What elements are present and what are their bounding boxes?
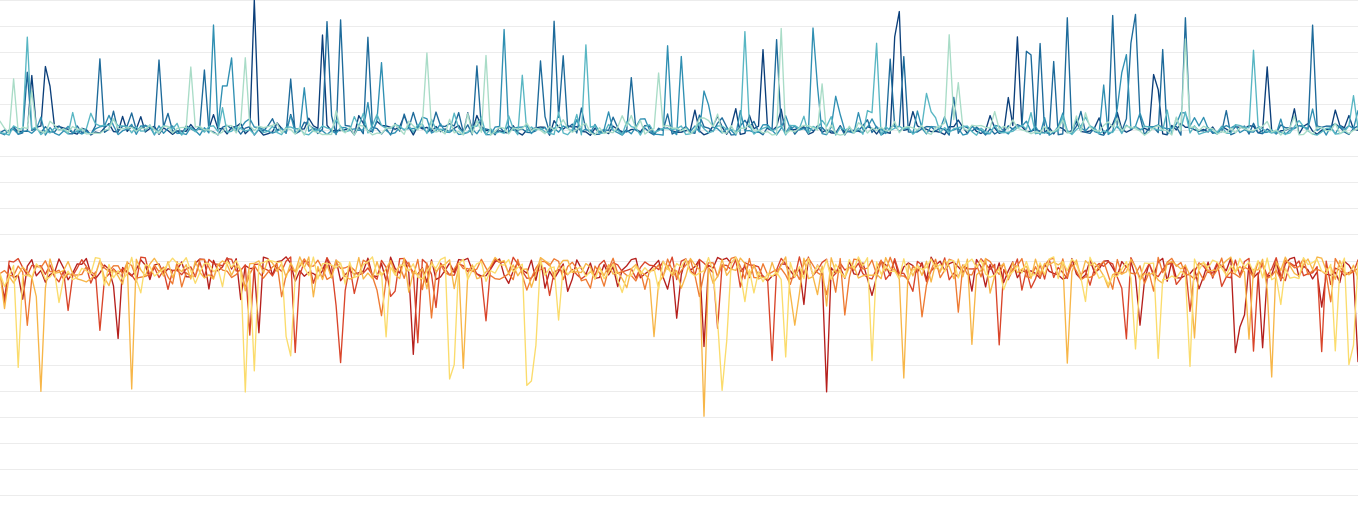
series-line-1-5: [0, 27, 1358, 136]
series-line-2-5: [0, 256, 1358, 393]
series-line-1-1: [0, 0, 1358, 136]
series-line-2-3: [0, 256, 1358, 326]
series-line-1-4: [0, 31, 1358, 136]
series-line-2-2: [0, 256, 1358, 364]
series-lines: [0, 0, 1358, 417]
